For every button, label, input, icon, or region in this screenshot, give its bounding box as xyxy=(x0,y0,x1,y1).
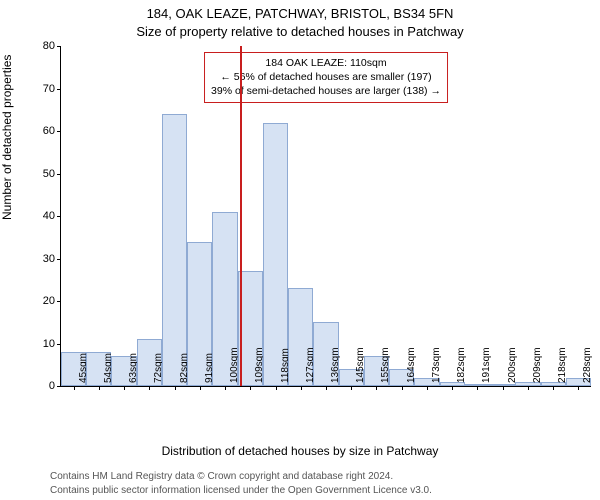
x-tick-mark xyxy=(402,386,403,390)
x-tick-mark xyxy=(326,386,327,390)
x-tick-mark xyxy=(351,386,352,390)
y-tick-label: 10 xyxy=(23,338,55,350)
x-tick-mark xyxy=(578,386,579,390)
x-tick-mark xyxy=(276,386,277,390)
x-tick-mark xyxy=(250,386,251,390)
x-tick-mark xyxy=(452,386,453,390)
y-tick-label: 60 xyxy=(23,125,55,137)
histogram-bar xyxy=(263,123,288,387)
x-tick-mark xyxy=(376,386,377,390)
x-tick-mark xyxy=(149,386,150,390)
x-tick-mark xyxy=(99,386,100,390)
chart-container: 184, OAK LEAZE, PATCHWAY, BRISTOL, BS34 … xyxy=(0,0,600,500)
y-tick-label: 20 xyxy=(23,295,55,307)
y-tick-label: 40 xyxy=(23,210,55,222)
y-tick-mark xyxy=(57,216,61,217)
annotation-line-3: 39% of semi-detached houses are larger (… xyxy=(211,84,441,98)
y-tick-mark xyxy=(57,301,61,302)
x-tick-label: 191sqm xyxy=(481,347,492,383)
y-tick-label: 30 xyxy=(23,253,55,265)
x-tick-mark xyxy=(477,386,478,390)
x-tick-mark xyxy=(301,386,302,390)
y-tick-mark xyxy=(57,344,61,345)
x-tick-label: 209sqm xyxy=(532,347,543,383)
annotation-line-2: ← 56% of detached houses are smaller (19… xyxy=(211,70,441,84)
x-tick-mark xyxy=(427,386,428,390)
x-tick-mark xyxy=(74,386,75,390)
y-tick-mark xyxy=(57,89,61,90)
x-tick-label: 200sqm xyxy=(507,347,518,383)
x-tick-mark xyxy=(553,386,554,390)
y-axis-label: Number of detached properties xyxy=(0,55,14,220)
x-axis-label: Distribution of detached houses by size … xyxy=(0,444,600,458)
x-tick-mark xyxy=(175,386,176,390)
x-tick-mark xyxy=(200,386,201,390)
chart-title-line2: Size of property relative to detached ho… xyxy=(0,24,600,39)
footer-line-2: Contains public sector information licen… xyxy=(50,485,432,496)
y-tick-label: 50 xyxy=(23,168,55,180)
x-tick-label: 173sqm xyxy=(431,347,442,383)
y-tick-label: 70 xyxy=(23,83,55,95)
chart-title-line1: 184, OAK LEAZE, PATCHWAY, BRISTOL, BS34 … xyxy=(0,6,600,21)
footer-line-1: Contains HM Land Registry data © Crown c… xyxy=(50,471,393,482)
y-tick-mark xyxy=(57,174,61,175)
y-tick-mark xyxy=(57,259,61,260)
y-tick-mark xyxy=(57,46,61,47)
x-tick-label: 182sqm xyxy=(456,347,467,383)
y-tick-mark xyxy=(57,386,61,387)
x-tick-mark xyxy=(528,386,529,390)
y-tick-mark xyxy=(57,131,61,132)
annotation-line-1: 184 OAK LEAZE: 110sqm xyxy=(211,56,441,70)
x-tick-mark xyxy=(124,386,125,390)
reference-line xyxy=(240,46,242,386)
y-tick-label: 0 xyxy=(23,380,55,392)
x-tick-mark xyxy=(225,386,226,390)
y-tick-label: 80 xyxy=(23,40,55,52)
x-tick-mark xyxy=(503,386,504,390)
x-tick-label: 228sqm xyxy=(582,347,593,383)
plot-area: 184 OAK LEAZE: 110sqm ← 56% of detached … xyxy=(60,46,591,387)
histogram-bar xyxy=(162,114,187,386)
